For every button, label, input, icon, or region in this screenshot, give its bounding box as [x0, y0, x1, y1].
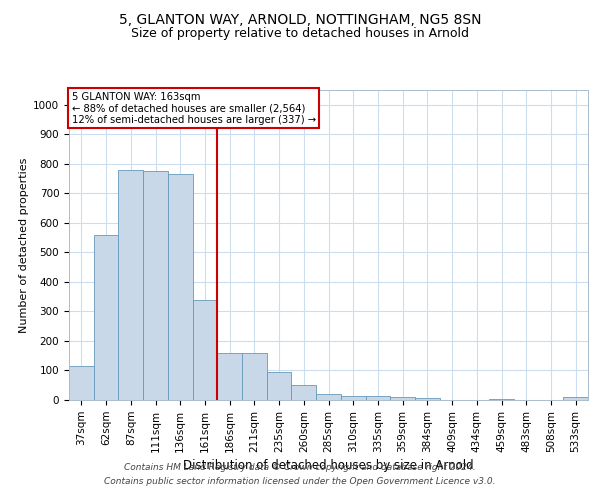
Bar: [143, 171, 168, 400]
Text: 5 GLANTON WAY: 163sqm
← 88% of detached houses are smaller (2,564)
12% of semi-d: 5 GLANTON WAY: 163sqm ← 88% of detached …: [71, 92, 316, 124]
Bar: [217, 353, 242, 400]
Bar: [316, 394, 341, 400]
X-axis label: Distribution of detached houses by size in Arnold: Distribution of detached houses by size …: [183, 459, 474, 472]
Bar: [563, 397, 588, 400]
Bar: [415, 398, 440, 400]
Bar: [341, 396, 365, 400]
Bar: [242, 353, 267, 400]
Text: 5, GLANTON WAY, ARNOLD, NOTTINGHAM, NG5 8SN: 5, GLANTON WAY, ARNOLD, NOTTINGHAM, NG5 …: [119, 12, 481, 26]
Text: Contains public sector information licensed under the Open Government Licence v3: Contains public sector information licen…: [104, 477, 496, 486]
Text: Contains HM Land Registry data © Crown copyright and database right 2024.: Contains HM Land Registry data © Crown c…: [124, 464, 476, 472]
Bar: [94, 236, 118, 400]
Text: Size of property relative to detached houses in Arnold: Size of property relative to detached ho…: [131, 28, 469, 40]
Bar: [489, 398, 514, 400]
Bar: [69, 366, 94, 400]
Bar: [267, 372, 292, 400]
Y-axis label: Number of detached properties: Number of detached properties: [19, 158, 29, 332]
Bar: [168, 174, 193, 400]
Bar: [390, 397, 415, 400]
Bar: [365, 396, 390, 400]
Bar: [118, 170, 143, 400]
Bar: [193, 300, 217, 400]
Bar: [292, 385, 316, 400]
